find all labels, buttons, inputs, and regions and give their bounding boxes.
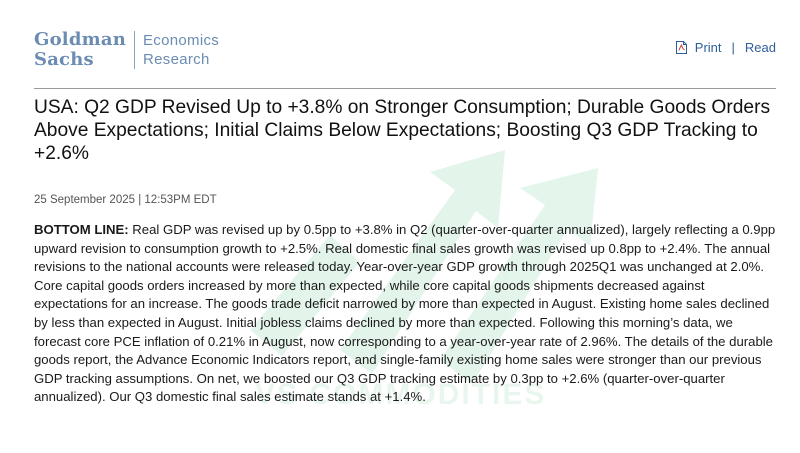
print-link[interactable]: Print — [694, 40, 722, 55]
logo-subtitle: Economics Research — [143, 31, 219, 69]
header-links: Print | Read — [675, 40, 776, 55]
read-link[interactable]: Read — [744, 40, 776, 55]
logo-sub-line-1: Economics — [143, 32, 220, 49]
logo-sub-line-2: Research — [143, 51, 210, 68]
logo-line-2: Sachs — [34, 49, 94, 70]
header: Goldman Sachs Economics Research Print |… — [34, 28, 776, 84]
logo-divider — [134, 31, 135, 69]
report-dateline: 25 September 2025 | 12:53PM EDT — [34, 194, 217, 206]
pdf-document-icon[interactable] — [675, 41, 687, 54]
report-summary: BOTTOM LINE: Real GDP was revised up by … — [34, 221, 778, 407]
bottom-line-label: BOTTOM LINE: — [34, 222, 129, 237]
header-divider — [34, 88, 776, 89]
bottom-line-text: Real GDP was revised up by 0.5pp to +3.8… — [34, 222, 776, 405]
logo-wordmark: Goldman Sachs — [34, 30, 126, 70]
link-separator: | — [731, 40, 735, 55]
report-title: USA: Q2 GDP Revised Up to +3.8% on Stron… — [34, 97, 771, 164]
logo-line-1: Goldman — [34, 29, 126, 50]
goldman-sachs-logo: Goldman Sachs Economics Research — [34, 30, 219, 70]
